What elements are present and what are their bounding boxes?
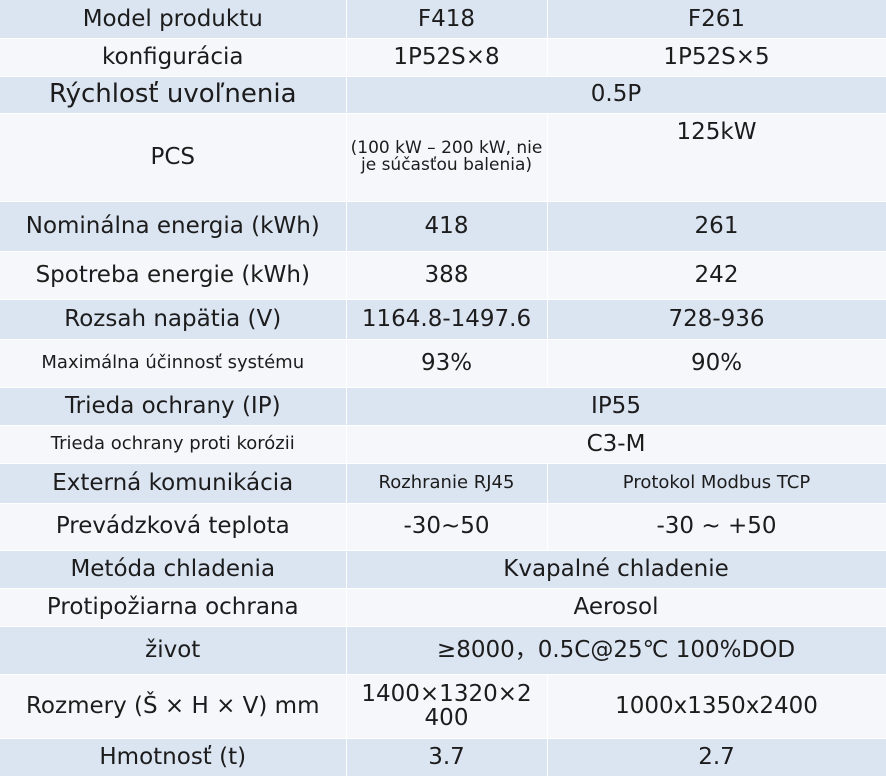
table-row: Spotreba energie (kWh) 388 242: [0, 251, 886, 300]
row-value-a: 93%: [346, 339, 548, 388]
row-value-a: (100 kW – 200 kW, nie je súčasťou baleni…: [346, 113, 548, 202]
row-value-merged: Aerosol: [346, 588, 886, 627]
row-label: konfigurácia: [0, 38, 347, 77]
row-label: Spotreba energie (kWh): [0, 251, 347, 300]
row-value-b: 125kW: [547, 113, 886, 202]
row-label: Prevádzková teplota: [0, 503, 347, 551]
row-value-b: Protokol Modbus TCP: [547, 463, 886, 504]
table-row: Trieda ochrany (IP) IP55: [0, 387, 886, 426]
row-value-b: 1P52S×5: [547, 38, 886, 77]
table-row: život ≥8000，0.5C@25℃ 100%DOD: [0, 626, 886, 675]
table-row: konfigurácia 1P52S×8 1P52S×5: [0, 38, 886, 77]
table-row: Trieda ochrany proti korózii C3-M: [0, 425, 886, 464]
row-value-a: 1400×1320×2 400: [346, 674, 548, 739]
row-value-b: 90%: [547, 339, 886, 388]
row-value-a: 1164.8-1497.6: [346, 299, 548, 340]
row-value-b: -30 ~ +50: [547, 503, 886, 551]
row-value-a: -30~50: [346, 503, 548, 551]
table-row: Rozsah napätia (V) 1164.8-1497.6 728-936: [0, 299, 886, 340]
table-row: PCS (100 kW – 200 kW, nie je súčasťou ba…: [0, 113, 886, 202]
row-value-b: 2.7: [547, 738, 886, 777]
row-label: život: [0, 626, 347, 675]
row-label: PCS: [0, 113, 347, 202]
row-label: Trieda ochrany (IP): [0, 387, 347, 426]
row-value-a: 3.7: [346, 738, 548, 777]
row-label: Trieda ochrany proti korózii: [0, 425, 347, 464]
row-value-b: 728-936: [547, 299, 886, 340]
table-row: Rýchlosť uvoľnenia 0.5P: [0, 76, 886, 114]
row-value-merged: 0.5P: [346, 76, 886, 114]
row-label: Rozmery (Š × H × V) mm: [0, 674, 347, 739]
row-label: Protipožiarna ochrana: [0, 588, 347, 627]
row-value-b: 1000x1350x2400: [547, 674, 886, 739]
header-model-b: F261: [547, 0, 886, 39]
header-model-a: F418: [346, 0, 548, 39]
row-label: Metóda chladenia: [0, 550, 347, 589]
table-row: Protipožiarna ochrana Aerosol: [0, 588, 886, 627]
table-row: Externá komunikácia Rozhranie RJ45 Proto…: [0, 463, 886, 504]
table-row: Prevádzková teplota -30~50 -30 ~ +50: [0, 503, 886, 551]
table-row: Metóda chladenia Kvapalné chladenie: [0, 550, 886, 589]
row-label: Rýchlosť uvoľnenia: [0, 76, 347, 114]
row-value-a: 388: [346, 251, 548, 300]
row-value-merged: C3-M: [346, 425, 886, 464]
row-label: Rozsah napätia (V): [0, 299, 347, 340]
row-value-merged: Kvapalné chladenie: [346, 550, 886, 589]
table-row: Rozmery (Š × H × V) mm 1400×1320×2 400 1…: [0, 674, 886, 739]
table-row: Maximálna účinnosť systému 93% 90%: [0, 339, 886, 388]
row-value-a: 418: [346, 201, 548, 252]
row-label: Maximálna účinnosť systému: [0, 339, 347, 388]
row-value-a: Rozhranie RJ45: [346, 463, 548, 504]
table-row: Hmotnosť (t) 3.7 2.7: [0, 738, 886, 777]
row-value-b: 242: [547, 251, 886, 300]
table-row: Nominálna energia (kWh) 418 261: [0, 201, 886, 252]
row-label: Nominálna energia (kWh): [0, 201, 347, 252]
header-label: Model produktu: [0, 0, 347, 39]
row-label: Hmotnosť (t): [0, 738, 347, 777]
row-value-a: 1P52S×8: [346, 38, 548, 77]
row-label: Externá komunikácia: [0, 463, 347, 504]
row-value-merged: IP55: [346, 387, 886, 426]
table-header-row: Model produktu F418 F261: [0, 0, 886, 39]
row-value-b: 261: [547, 201, 886, 252]
row-value-merged: ≥8000，0.5C@25℃ 100%DOD: [346, 626, 886, 675]
